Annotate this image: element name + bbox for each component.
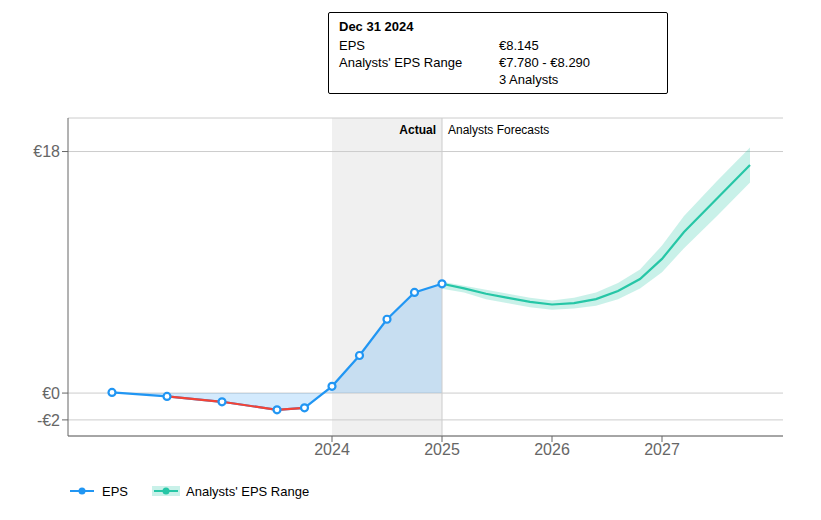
- svg-text:€0: €0: [42, 385, 60, 402]
- html-text:Dec 31 2024: Dec 31 2024: [339, 19, 414, 34]
- html-text:EPS: EPS: [339, 38, 365, 53]
- html-text:Analysts' EPS Range: Analysts' EPS Range: [186, 483, 310, 499]
- html-text:€7.780 - €8.290: €7.780 - €8.290: [499, 55, 591, 70]
- html-text:Analysts' EPS Range: Analysts' EPS Range: [339, 55, 463, 70]
- svg-text:Analysts Forecasts: Analysts Forecasts: [448, 123, 549, 137]
- svg-text:2026: 2026: [534, 441, 570, 458]
- svg-text:-€2: -€2: [37, 412, 60, 429]
- svg-text:Actual: Actual: [399, 123, 436, 137]
- html-text:€8.145: €8.145: [499, 38, 539, 53]
- svg-text:€18: €18: [33, 143, 60, 160]
- svg-text:2024: 2024: [314, 441, 350, 458]
- html-text:3 Analysts: 3 Analysts: [499, 72, 559, 87]
- html-text:EPS: EPS: [102, 483, 128, 499]
- svg-text:2027: 2027: [644, 441, 680, 458]
- svg-text:2025: 2025: [424, 441, 460, 458]
